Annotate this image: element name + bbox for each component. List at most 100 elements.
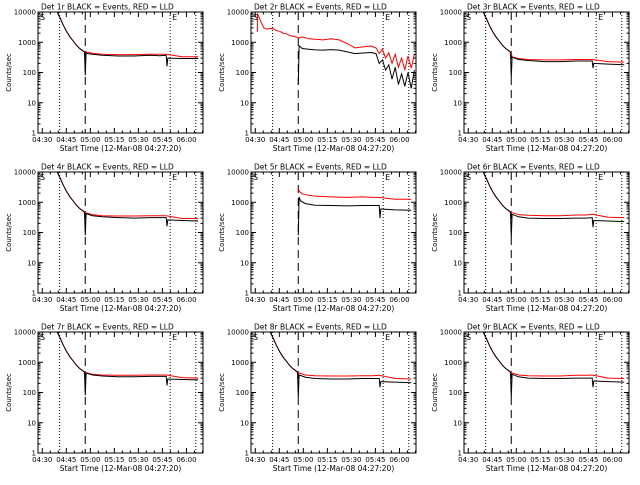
x-tick-label: 05:15	[530, 456, 550, 464]
y-tick-label: 10000	[227, 329, 249, 337]
x-tick-label: 05:45	[365, 136, 385, 144]
y-tick-label: 10	[27, 419, 36, 427]
x-tick-label: 05:45	[578, 296, 598, 304]
y-tick-label: 100	[23, 69, 36, 77]
y-tick-label: 1000	[18, 199, 36, 207]
y-tick-label: 1	[458, 290, 462, 298]
end-marker-label: E	[172, 173, 177, 182]
x-tick-label: 05:00	[293, 296, 313, 304]
x-axis-label: Start Time (12-Mar-08 04:27:20)	[273, 144, 395, 153]
y-tick-label: 1	[458, 130, 462, 138]
end-marker-label: E	[385, 333, 390, 342]
start-marker-label: S	[466, 173, 471, 182]
x-tick-label: 06:00	[176, 296, 196, 304]
events-series-line	[297, 196, 412, 236]
x-tick-label: 05:00	[506, 456, 526, 464]
y-axis-label: Counts/sec	[218, 53, 226, 92]
y-tick-label: 10000	[14, 9, 36, 17]
plot-frame	[463, 171, 630, 294]
y-tick-label: 1000	[231, 359, 249, 367]
x-tick-label: 05:15	[104, 136, 124, 144]
x-tick-label: 04:45	[56, 136, 76, 144]
y-axis-label: Counts/sec	[218, 213, 226, 252]
x-tick-label: 05:30	[554, 136, 574, 144]
x-tick-label: 05:30	[128, 456, 148, 464]
y-tick-label: 1	[32, 290, 36, 298]
y-tick-label: 10	[240, 259, 249, 267]
lld-series-line	[256, 13, 415, 71]
y-tick-label: 10	[453, 419, 462, 427]
x-tick-label: 05:45	[578, 456, 598, 464]
plot-frame	[250, 171, 417, 294]
x-tick-label: 05:00	[293, 136, 313, 144]
y-tick-label: 100	[236, 389, 249, 397]
start-marker-label: S	[253, 13, 258, 22]
y-axis-label: Counts/sec	[431, 373, 439, 412]
plot-frame	[37, 331, 204, 454]
end-marker-label: E	[385, 13, 390, 22]
y-tick-label: 1	[458, 450, 462, 458]
x-tick-label: 05:15	[530, 296, 550, 304]
x-tick-label: 06:00	[389, 136, 409, 144]
x-tick-label: 04:30	[32, 456, 52, 464]
start-marker-label: S	[40, 333, 45, 342]
x-tick-label: 05:45	[578, 136, 598, 144]
y-tick-label: 10	[240, 99, 249, 107]
x-tick-label: 04:45	[482, 456, 502, 464]
x-tick-label: 05:45	[365, 456, 385, 464]
x-tick-label: 05:45	[365, 296, 385, 304]
panel-title: Det 9r BLACK = Events, RED = LLD	[467, 323, 600, 332]
y-tick-label: 10000	[14, 169, 36, 177]
y-tick-label: 1	[245, 130, 249, 138]
x-tick-label: 04:45	[269, 456, 289, 464]
x-tick-label: 05:15	[104, 456, 124, 464]
y-tick-label: 10	[27, 259, 36, 267]
y-tick-label: 10	[453, 259, 462, 267]
x-tick-label: 05:30	[341, 136, 361, 144]
x-tick-label: 06:00	[176, 456, 196, 464]
x-axis-label: Start Time (12-Mar-08 04:27:20)	[60, 304, 182, 313]
y-tick-label: 1000	[18, 359, 36, 367]
x-axis-label: Start Time (12-Mar-08 04:27:20)	[60, 144, 182, 153]
panel-title: Det 3r BLACK = Events, RED = LLD	[467, 3, 600, 12]
y-tick-label: 10000	[14, 329, 36, 337]
y-tick-label: 1000	[444, 39, 462, 47]
start-marker-label: S	[40, 13, 45, 22]
y-tick-label: 100	[236, 69, 249, 77]
y-tick-label: 1	[32, 450, 36, 458]
y-tick-label: 1	[245, 450, 249, 458]
x-tick-label: 05:00	[80, 456, 100, 464]
x-tick-label: 05:30	[554, 456, 574, 464]
y-tick-label: 1000	[18, 39, 36, 47]
x-tick-label: 04:30	[245, 456, 265, 464]
x-tick-label: 06:00	[389, 296, 409, 304]
x-tick-label: 05:00	[80, 296, 100, 304]
x-tick-label: 04:30	[458, 456, 478, 464]
panel-title: Det 4r BLACK = Events, RED = LLD	[41, 163, 174, 172]
x-tick-label: 06:00	[389, 456, 409, 464]
end-marker-label: E	[598, 333, 603, 342]
start-marker-label: S	[253, 333, 258, 342]
plot-frame	[250, 331, 417, 454]
panel-title: Det 7r BLACK = Events, RED = LLD	[41, 323, 174, 332]
y-axis-label: Counts/sec	[5, 53, 13, 92]
x-tick-label: 04:45	[56, 456, 76, 464]
y-axis-label: Counts/sec	[431, 213, 439, 252]
y-axis-label: Counts/sec	[5, 373, 13, 412]
y-tick-label: 1	[32, 130, 36, 138]
y-tick-label: 1000	[444, 199, 462, 207]
x-tick-label: 05:00	[80, 136, 100, 144]
events-series-line	[297, 44, 415, 89]
x-tick-label: 05:45	[152, 136, 172, 144]
plot-frame	[463, 11, 630, 134]
x-tick-label: 06:00	[602, 296, 622, 304]
start-marker-label: S	[466, 13, 471, 22]
lld-series-line	[297, 187, 412, 200]
